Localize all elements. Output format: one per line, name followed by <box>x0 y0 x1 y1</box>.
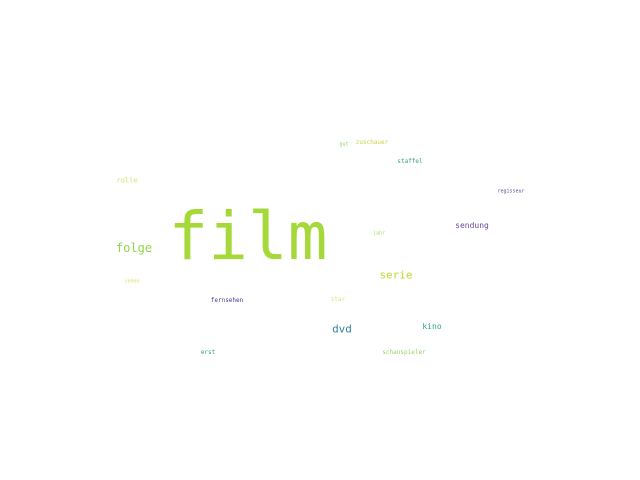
cloud-word: erst <box>200 349 216 356</box>
cloud-word: star <box>330 296 346 303</box>
cloud-word: schauspieler <box>382 349 426 356</box>
cloud-word: staffel <box>397 158 423 165</box>
cloud-word: regisseur <box>497 188 525 195</box>
cloud-word: sendung <box>455 221 489 230</box>
cloud-word: sehen <box>124 278 140 285</box>
cloud-word: zuschauer <box>355 139 389 146</box>
cloud-word: kino <box>422 322 442 331</box>
cloud-word: folge <box>115 241 153 255</box>
cloud-word: serie <box>379 268 413 282</box>
cloud-word: gut <box>339 141 349 148</box>
cloud-word: fernsehen <box>210 297 244 304</box>
cloud-word: dvd <box>332 322 352 336</box>
cloud-word: rolle <box>116 176 138 185</box>
cloud-word: film <box>168 198 328 275</box>
cloud-word: jahr <box>372 230 386 237</box>
